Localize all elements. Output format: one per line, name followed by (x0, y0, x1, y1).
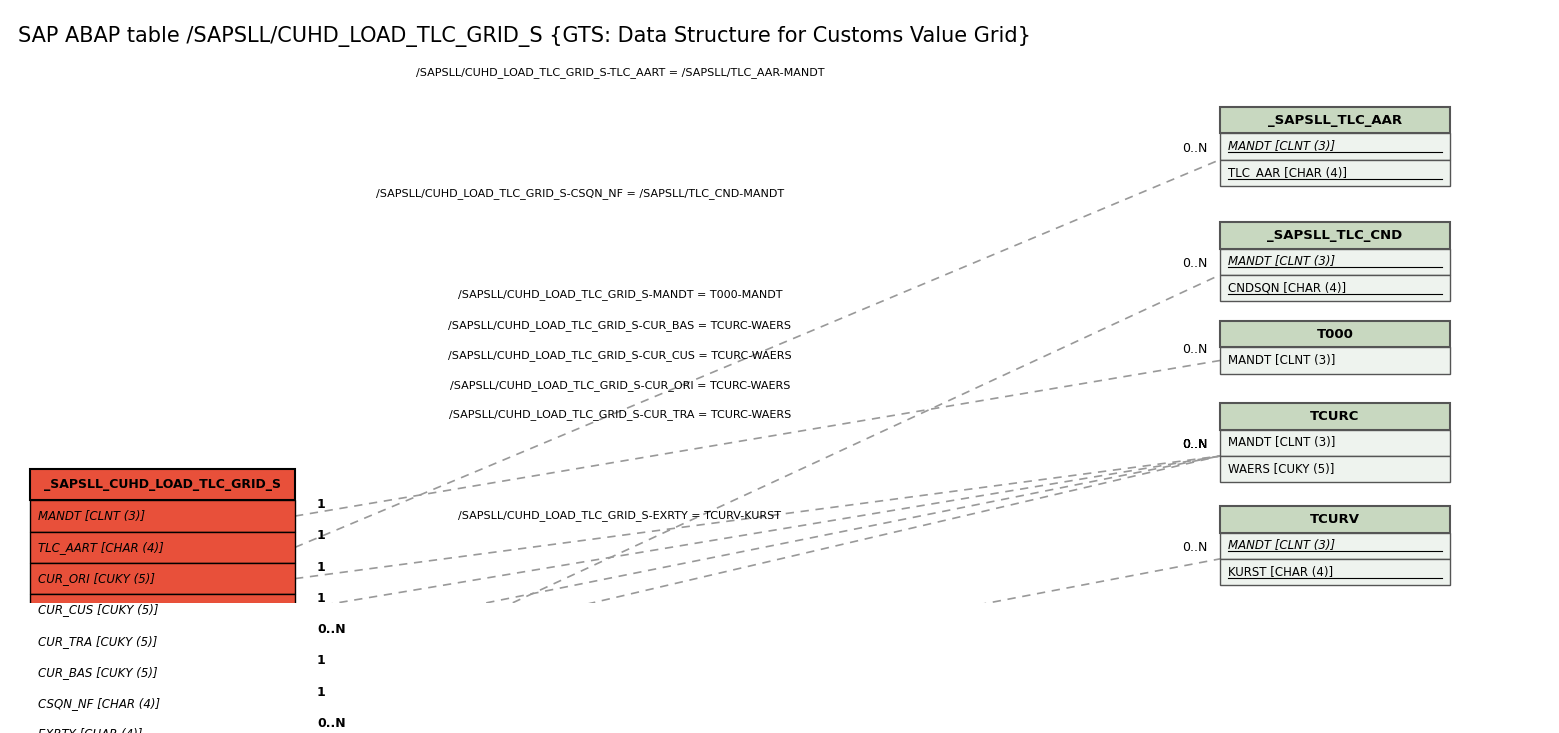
Bar (30, 719, 295, 733)
Text: MANDT [CLNT (3)]: MANDT [CLNT (3)] (1228, 436, 1336, 449)
Text: TCURC: TCURC (1310, 410, 1359, 423)
Text: 1: 1 (316, 529, 326, 542)
Text: MANDT [CLNT (3)]: MANDT [CLNT (3)] (1228, 255, 1335, 268)
Text: /SAPSLL/CUHD_LOAD_TLC_GRID_S-CSQN_NF = /SAPSLL/TLC_CND-MANDT: /SAPSLL/CUHD_LOAD_TLC_GRID_S-CSQN_NF = /… (376, 188, 784, 199)
Text: _SAPSLL_CUHD_LOAD_TLC_GRID_S: _SAPSLL_CUHD_LOAD_TLC_GRID_S (44, 478, 281, 491)
Text: EXRTY [CHAR (4)]: EXRTY [CHAR (4)] (37, 729, 142, 733)
Text: SAP ABAP table /SAPSLL/CUHD_LOAD_TLC_GRID_S {GTS: Data Structure for Customs Val: SAP ABAP table /SAPSLL/CUHD_LOAD_TLC_GRI… (19, 26, 1030, 48)
Bar (30, 688, 295, 719)
Bar (1221, 456, 1450, 482)
Bar (1221, 133, 1450, 160)
Text: CUR_BAS [CUKY (5)]: CUR_BAS [CUKY (5)] (37, 666, 157, 679)
Text: CUR_ORI [CUKY (5)]: CUR_ORI [CUKY (5)] (37, 572, 154, 585)
Text: 0..N: 0..N (316, 717, 346, 730)
Bar (1221, 107, 1450, 133)
Text: 0..N: 0..N (316, 623, 346, 636)
Text: 0..N: 0..N (1183, 438, 1208, 451)
Bar (1221, 248, 1450, 275)
Text: 1: 1 (316, 498, 326, 511)
Text: 0..N: 0..N (1183, 257, 1208, 270)
Text: 0..N: 0..N (1183, 438, 1208, 451)
Bar (1221, 559, 1450, 585)
Text: MANDT [CLNT (3)]: MANDT [CLNT (3)] (1228, 140, 1335, 153)
Text: TLC_AART [CHAR (4)]: TLC_AART [CHAR (4)] (37, 541, 164, 554)
Bar (1221, 532, 1450, 559)
Text: CNDSQN [CHAR (4)]: CNDSQN [CHAR (4)] (1228, 281, 1345, 295)
Bar (1221, 507, 1450, 532)
Text: WAERS [CUKY (5)]: WAERS [CUKY (5)] (1228, 463, 1335, 476)
Text: 1: 1 (316, 561, 326, 574)
Text: TCURV: TCURV (1310, 513, 1359, 526)
Text: KURST [CHAR (4)]: KURST [CHAR (4)] (1228, 566, 1333, 578)
Text: 0..N: 0..N (1183, 141, 1208, 155)
Bar (30, 594, 295, 625)
Text: MANDT [CLNT (3)]: MANDT [CLNT (3)] (37, 509, 145, 523)
Text: 0..N: 0..N (1183, 438, 1208, 451)
Bar (1221, 275, 1450, 301)
Bar (30, 657, 295, 688)
Bar (30, 469, 295, 501)
Text: /SAPSLL/CUHD_LOAD_TLC_GRID_S-CUR_CUS = TCURC-WAERS: /SAPSLL/CUHD_LOAD_TLC_GRID_S-CUR_CUS = T… (447, 350, 792, 361)
Text: /SAPSLL/CUHD_LOAD_TLC_GRID_S-EXRTY = TCURV-KURST: /SAPSLL/CUHD_LOAD_TLC_GRID_S-EXRTY = TCU… (458, 509, 781, 520)
Bar (30, 563, 295, 594)
Text: TLC_AAR [CHAR (4)]: TLC_AAR [CHAR (4)] (1228, 166, 1347, 180)
Text: 0..N: 0..N (1183, 438, 1208, 451)
Text: MANDT [CLNT (3)]: MANDT [CLNT (3)] (1228, 539, 1335, 552)
Bar (1221, 222, 1450, 248)
Bar (30, 501, 295, 531)
Text: MANDT [CLNT (3)]: MANDT [CLNT (3)] (1228, 354, 1336, 367)
Text: _SAPSLL_TLC_AAR: _SAPSLL_TLC_AAR (1267, 114, 1402, 127)
Text: /SAPSLL/CUHD_LOAD_TLC_GRID_S-CUR_BAS = TCURC-WAERS: /SAPSLL/CUHD_LOAD_TLC_GRID_S-CUR_BAS = T… (449, 320, 792, 331)
Text: 0..N: 0..N (1183, 541, 1208, 554)
Text: /SAPSLL/CUHD_LOAD_TLC_GRID_S-MANDT = T000-MANDT: /SAPSLL/CUHD_LOAD_TLC_GRID_S-MANDT = T00… (458, 290, 783, 300)
Bar (1221, 321, 1450, 347)
Bar (30, 625, 295, 657)
Text: 1: 1 (316, 686, 326, 699)
Text: 1: 1 (316, 592, 326, 605)
Text: 0..N: 0..N (1183, 342, 1208, 356)
Bar (1221, 430, 1450, 456)
Text: T000: T000 (1316, 328, 1353, 341)
Text: /SAPSLL/CUHD_LOAD_TLC_GRID_S-CUR_ORI = TCURC-WAERS: /SAPSLL/CUHD_LOAD_TLC_GRID_S-CUR_ORI = T… (451, 380, 790, 391)
Bar (1221, 160, 1450, 186)
Text: 1: 1 (316, 655, 326, 668)
Bar (30, 531, 295, 563)
Text: _SAPSLL_TLC_CND: _SAPSLL_TLC_CND (1267, 229, 1403, 242)
Text: CSQN_NF [CHAR (4)]: CSQN_NF [CHAR (4)] (37, 697, 161, 710)
Text: /SAPSLL/CUHD_LOAD_TLC_GRID_S-CUR_TRA = TCURC-WAERS: /SAPSLL/CUHD_LOAD_TLC_GRID_S-CUR_TRA = T… (449, 409, 790, 420)
Text: CUR_TRA [CUKY (5)]: CUR_TRA [CUKY (5)] (37, 635, 157, 648)
Text: CUR_CUS [CUKY (5)]: CUR_CUS [CUKY (5)] (37, 603, 159, 616)
Bar (1221, 347, 1450, 374)
Bar (1221, 403, 1450, 430)
Text: /SAPSLL/CUHD_LOAD_TLC_GRID_S-TLC_AART = /SAPSLL/TLC_AAR-MANDT: /SAPSLL/CUHD_LOAD_TLC_GRID_S-TLC_AART = … (416, 67, 825, 78)
